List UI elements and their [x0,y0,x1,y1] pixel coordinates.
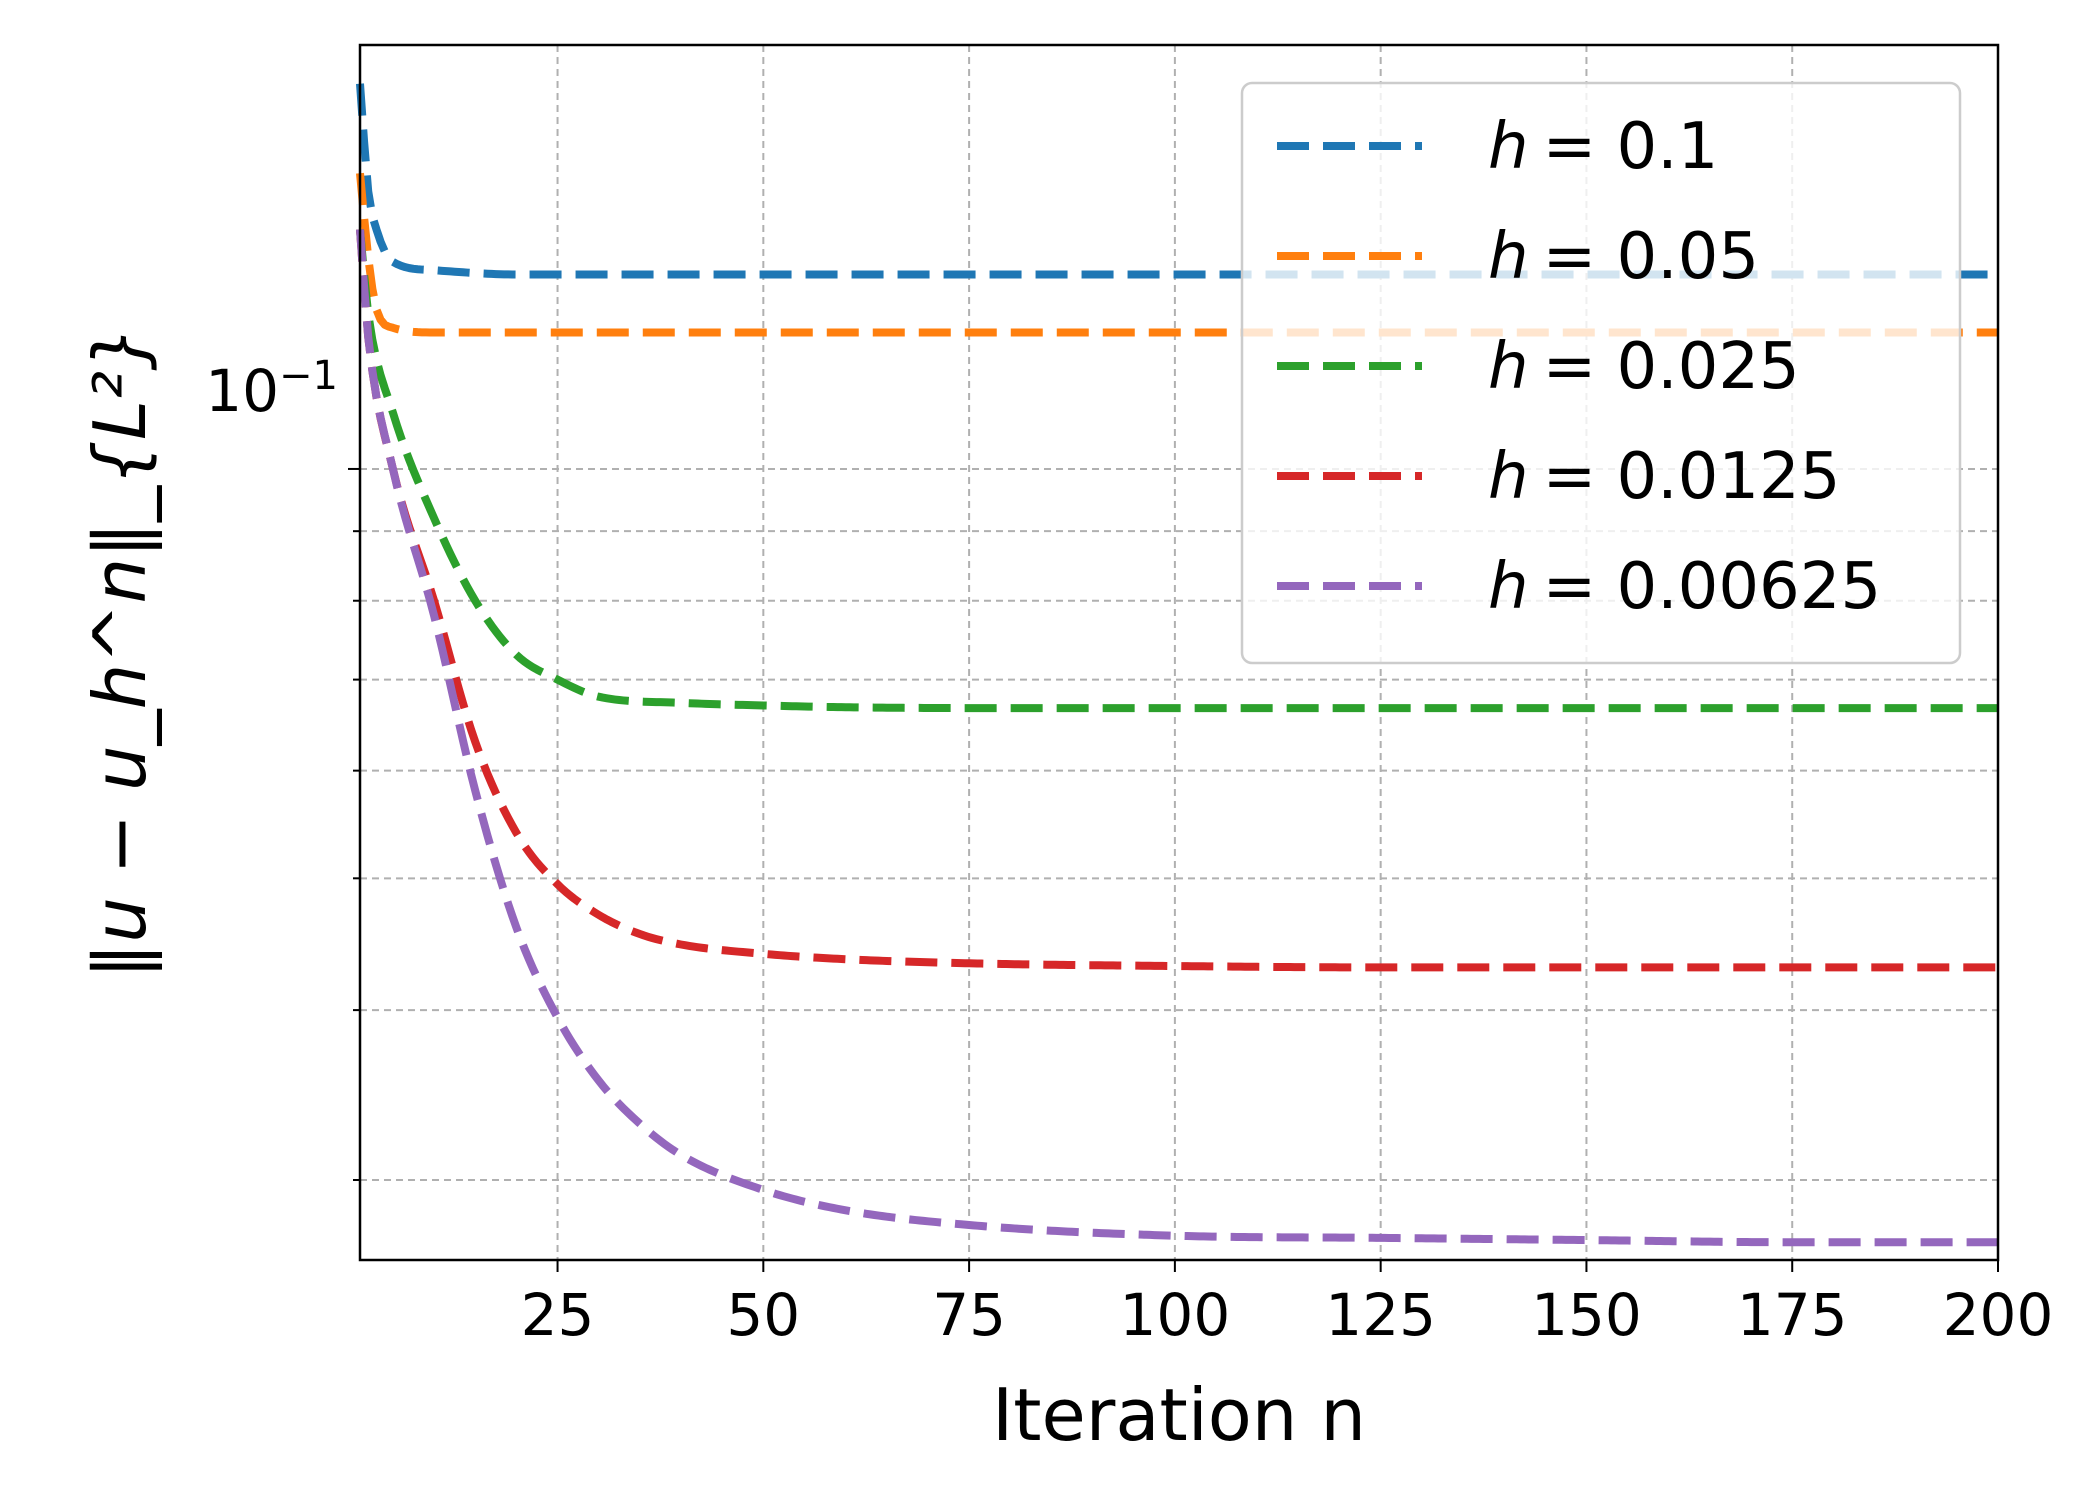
x-tick-label: 150 [1531,1281,1642,1349]
series-line-3 [356,229,1998,713]
x-tick-label: 200 [1943,1281,2054,1349]
x-tick-label: 100 [1120,1281,1231,1349]
legend-box [1240,81,1962,665]
y-axis-label: ‖u − u_h^n‖_{L²} [78,325,163,979]
legend-label-5: h = 0.00625 [1488,550,1881,624]
legend-label-1: h = 0.1 [1488,110,1718,184]
series-line-4 [356,229,1998,972]
x-tick-label: 50 [726,1281,800,1349]
series-line-1 [356,83,1998,279]
legend: h = 0.1 h = 0.05 h = 0.025 h = 0.0125 h = 0.00625 [1240,81,1962,665]
x-axis-label: Iteration n [992,1373,1366,1457]
y-tick-label-major: 10−1 [205,353,338,425]
x-tick-labels: 25 50 75 100 125 150 175 200 [521,1281,2054,1349]
legend-label-2: h = 0.05 [1488,220,1759,294]
plot-frame [358,43,2000,1262]
x-tick-label: 75 [932,1281,1006,1349]
axis-ticks [348,467,1999,1272]
x-tick-label: 125 [1325,1281,1436,1349]
x-tick-label: 175 [1737,1281,1848,1349]
x-tick-label: 25 [521,1281,595,1349]
legend-label-4: h = 0.0125 [1488,440,1840,514]
series-line-5 [356,229,1998,1247]
legend-label-3: h = 0.025 [1488,330,1800,404]
